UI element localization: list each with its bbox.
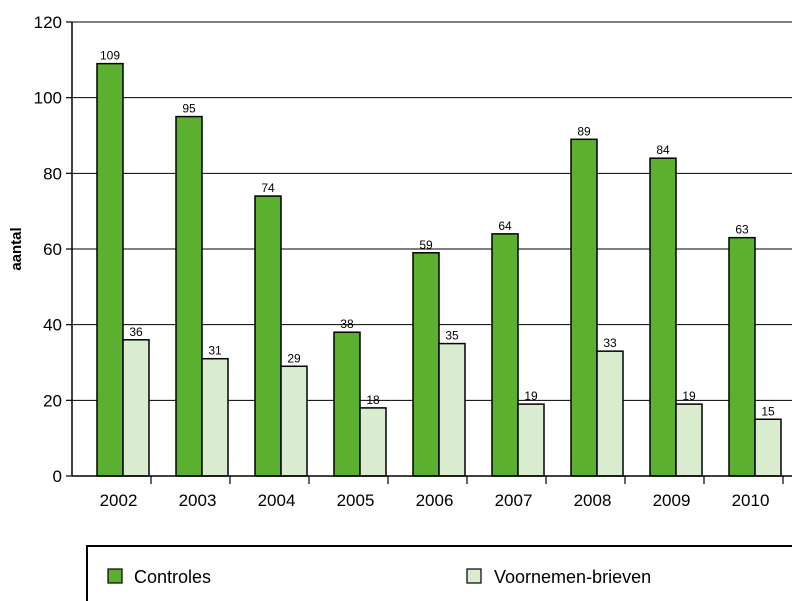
data-label: 64: [498, 219, 512, 233]
y-tick-label: 0: [53, 467, 62, 486]
data-label: 84: [656, 143, 670, 157]
data-label: 89: [577, 124, 591, 138]
data-label: 74: [261, 181, 275, 195]
data-label: 15: [761, 404, 775, 418]
bars: [96, 62, 782, 477]
data-label: 18: [366, 393, 380, 407]
data-label: 31: [208, 344, 222, 358]
data-labels: 109 36 95 31 74 29 38 18 59 35 64 19 89 33 84 19 63 15: [100, 49, 775, 419]
data-label: 19: [682, 389, 696, 403]
bar-controles: [175, 115, 203, 477]
x-tick-label: 2004: [258, 491, 296, 510]
x-tick-label: 2005: [337, 491, 375, 510]
x-tick-label: 2008: [574, 491, 612, 510]
bar-voornemen-brieven: [675, 403, 703, 477]
bar-controles: [649, 157, 677, 477]
data-label: 59: [419, 238, 433, 252]
data-label: 33: [603, 336, 617, 350]
bar-controles: [491, 233, 519, 477]
bar-voornemen-brieven: [201, 357, 229, 477]
bar-voornemen-brieven: [438, 342, 466, 477]
legend-label-controles: Controles: [134, 567, 211, 587]
data-label: 19: [524, 389, 538, 403]
legend: Controles Voornemen-brieven: [86, 545, 792, 601]
legend-label-voornemen-brieven: Voornemen-brieven: [494, 567, 651, 587]
data-label: 36: [129, 325, 143, 339]
bar-voornemen-brieven: [517, 403, 545, 477]
x-tick-label: 2002: [100, 491, 138, 510]
bar-controles: [570, 138, 598, 477]
bar-voornemen-brieven: [280, 365, 308, 477]
x-tick-label: 2009: [653, 491, 691, 510]
data-label: 95: [182, 102, 196, 116]
bar-voornemen-brieven: [359, 407, 387, 477]
x-tick-labels: 2002 2003 2004 2005 2006 2007 2008 2009 2010: [100, 491, 770, 510]
bar-controles: [254, 195, 282, 477]
x-tick-label: 2006: [416, 491, 454, 510]
legend-swatch-controles: [107, 568, 123, 584]
bar-voornemen-brieven: [754, 418, 782, 477]
x-tick-label: 2003: [179, 491, 217, 510]
y-tick-label: 40: [43, 316, 62, 335]
x-tick-label: 2007: [495, 491, 533, 510]
axes: [66, 21, 792, 484]
y-tick-labels: 0 20 40 60 80 100 120: [34, 13, 62, 486]
bar-voornemen-brieven: [596, 350, 624, 477]
y-tick-label: 20: [43, 391, 62, 410]
data-label: 63: [735, 223, 749, 237]
data-label: 38: [340, 317, 354, 331]
y-tick-label: 120: [34, 13, 62, 32]
legend-box: [86, 545, 792, 601]
data-label: 109: [100, 49, 120, 63]
data-label: 35: [445, 329, 459, 343]
bar-controles: [412, 252, 440, 477]
y-tick-label: 80: [43, 164, 62, 183]
legend-swatch-voornemen-brieven: [466, 568, 482, 584]
x-tick-label: 2010: [732, 491, 770, 510]
bar-controles: [96, 62, 124, 477]
bar-controles: [333, 331, 361, 477]
y-axis-label: aantal: [8, 227, 25, 270]
data-label: 29: [287, 351, 301, 365]
y-tick-label: 100: [34, 89, 62, 108]
y-tick-label: 60: [43, 240, 62, 259]
bar-controles: [728, 236, 756, 477]
bar-voornemen-brieven: [122, 339, 150, 477]
